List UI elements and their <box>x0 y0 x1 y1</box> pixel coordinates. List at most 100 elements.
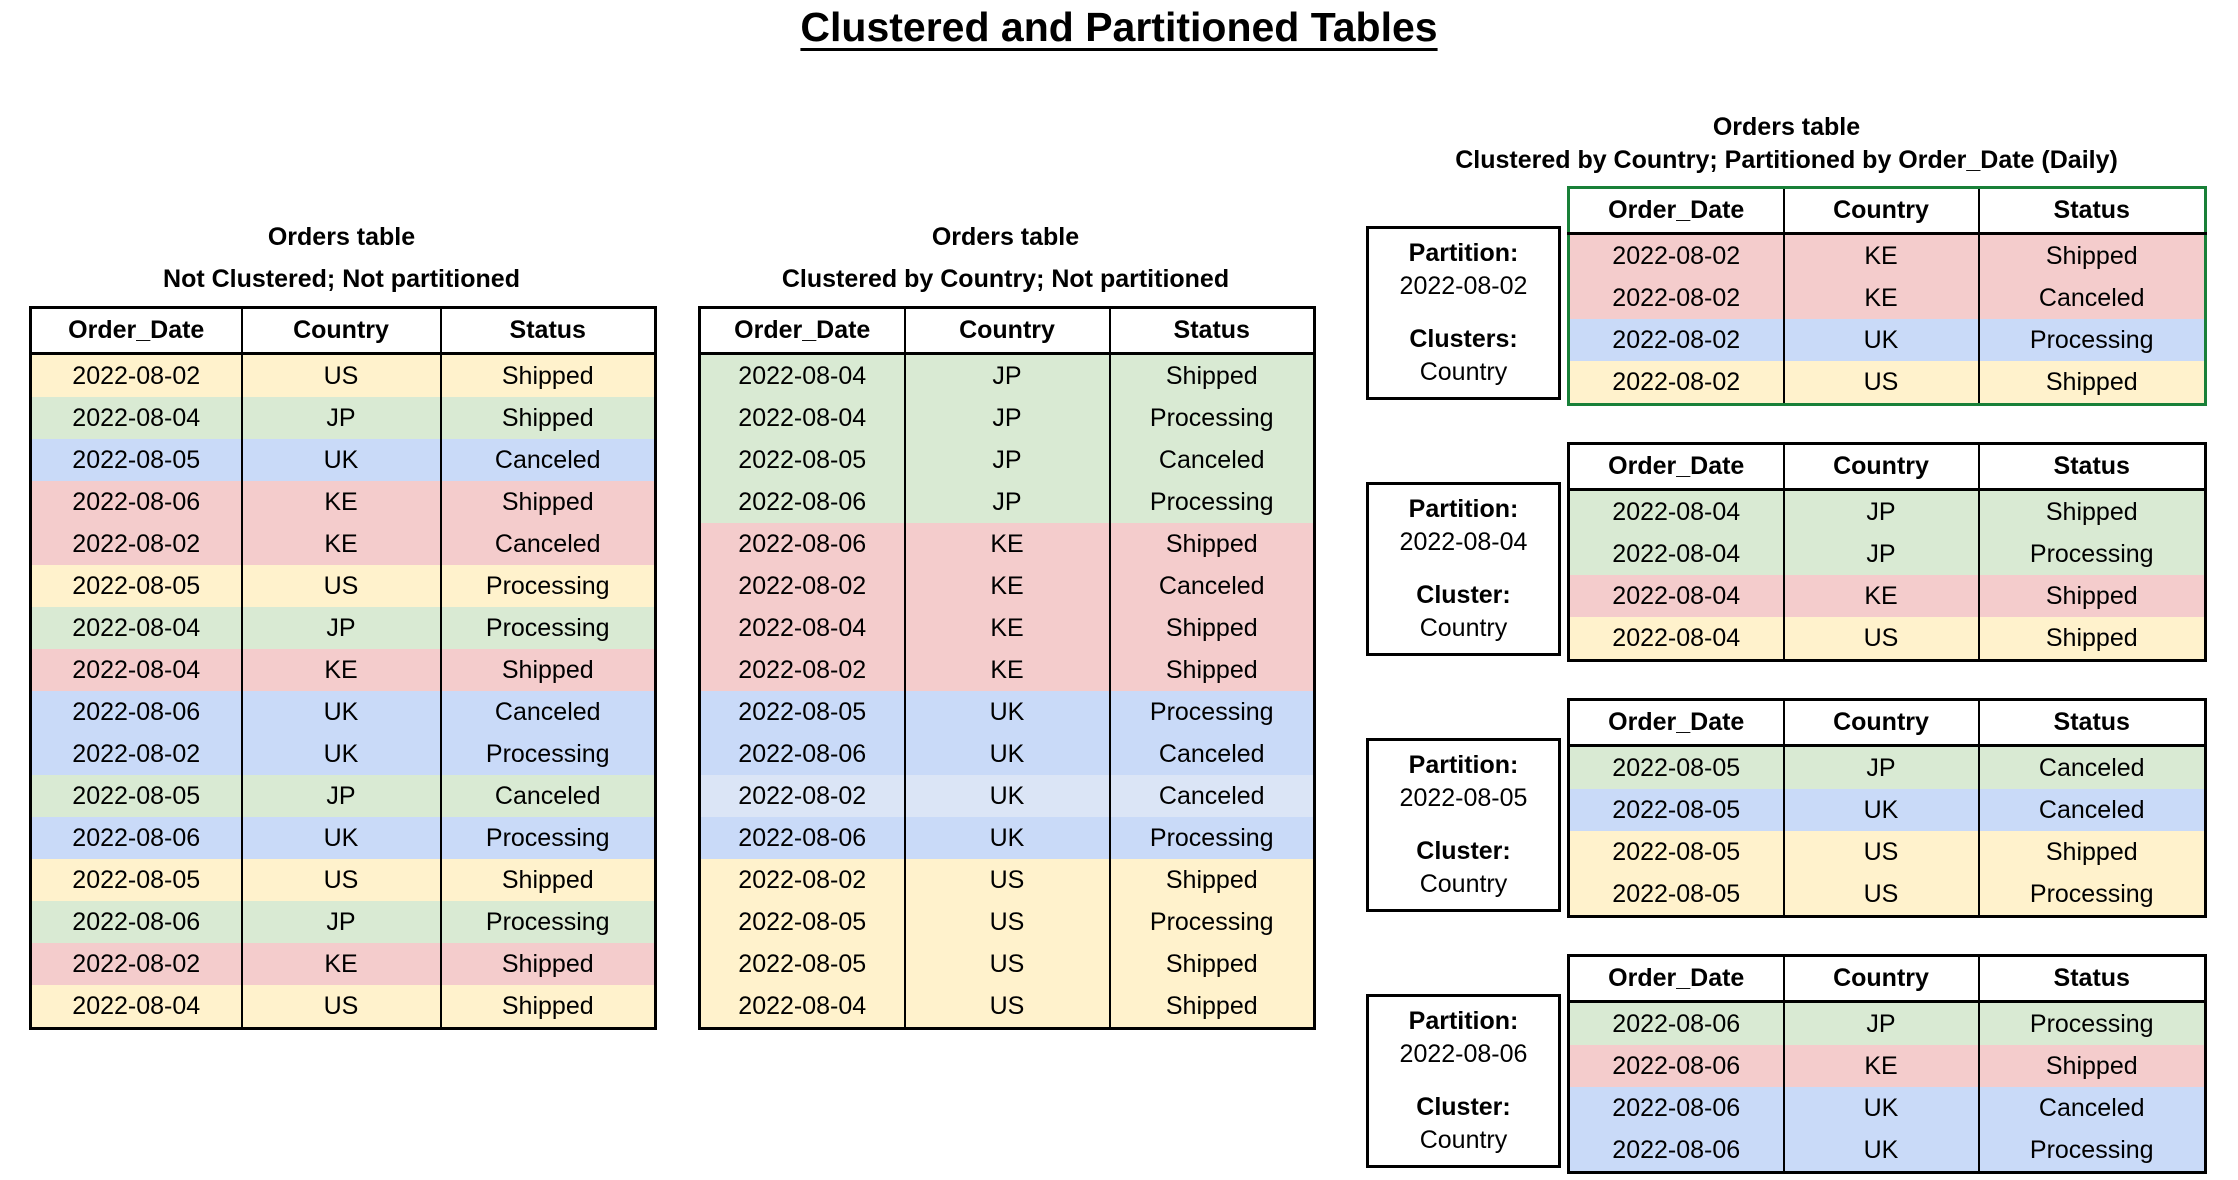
column-header-status: Status <box>1977 443 2207 491</box>
filter-icon[interactable] <box>2170 203 2194 219</box>
cell-country: KE <box>240 943 442 985</box>
column-header-status: Status <box>1977 955 2207 1003</box>
table-row: 2022-08-05 UK Canceled <box>29 439 657 481</box>
table-row: 2022-08-04 JP Shipped <box>698 353 1316 397</box>
cell-order-date: 2022-08-06 <box>698 817 906 859</box>
cell-country: JP <box>1782 533 1980 575</box>
partition-blocks: Partition: 2022-08-02 Clusters: Country … <box>1366 186 2207 1174</box>
partition-date: 2022-08-05 <box>1399 784 1528 812</box>
column-header-country: Country <box>903 307 1111 355</box>
table-row: 2022-08-05 US Shipped <box>698 943 1316 985</box>
table-row: 2022-08-06 UK Canceled <box>29 691 657 733</box>
cell-status: Shipped <box>1977 233 2207 277</box>
cell-order-date: 2022-08-05 <box>698 943 906 985</box>
table-row: 2022-08-06 JP Processing <box>29 901 657 943</box>
cell-status: Shipped <box>439 397 657 439</box>
cell-status: Processing <box>1108 901 1316 943</box>
table-row: 2022-08-06 KE Shipped <box>698 523 1316 565</box>
table-row: 2022-08-02 KE Canceled <box>698 565 1316 607</box>
cell-order-date: 2022-08-04 <box>698 353 906 397</box>
column-header-label: Order_Date <box>1608 196 1745 224</box>
cell-order-date: 2022-08-06 <box>698 733 906 775</box>
cell-order-date: 2022-08-06 <box>698 523 906 565</box>
partition-caption: Partition: <box>1408 751 1519 779</box>
cell-status: Canceled <box>439 439 657 481</box>
filter-icon[interactable] <box>1749 203 1773 219</box>
cluster-value: Country <box>1419 358 1508 386</box>
partition-date: 2022-08-04 <box>1399 528 1528 556</box>
column-header-status: Status <box>1977 699 2207 747</box>
cell-order-date: 2022-08-04 <box>29 607 243 649</box>
table-row: 2022-08-02 KE Shipped <box>1567 233 2207 277</box>
clustered-orders-subtitle: Clustered by Country; Not partitioned <box>781 265 1230 293</box>
column-header-order-date: Order_Date <box>698 307 906 355</box>
cell-status: Shipped <box>1977 831 2207 873</box>
table-row: 2022-08-06 KE Shipped <box>1567 1045 2207 1087</box>
cell-country: JP <box>1782 745 1980 789</box>
table-row: 2022-08-04 KE Shipped <box>29 649 657 691</box>
cell-order-date: 2022-08-02 <box>29 943 243 985</box>
cell-status: Canceled <box>1977 277 2207 319</box>
cell-country: KE <box>1782 233 1980 277</box>
header-row: Order_Date Country Status <box>29 307 657 355</box>
cell-order-date: 2022-08-02 <box>698 649 906 691</box>
cell-country: JP <box>903 439 1111 481</box>
cell-order-date: 2022-08-02 <box>1567 233 1785 277</box>
header-row: Order_Date Country Status <box>1567 955 2207 1003</box>
table-row: 2022-08-05 JP Canceled <box>29 775 657 817</box>
partition-block-2022-08-02: Partition: 2022-08-02 Clusters: Country … <box>1366 186 2207 406</box>
cell-status: Shipped <box>439 859 657 901</box>
cell-order-date: 2022-08-04 <box>1567 575 1785 617</box>
cell-status: Processing <box>1108 691 1316 733</box>
cell-country: US <box>903 943 1111 985</box>
cell-status: Shipped <box>439 985 657 1029</box>
cluster-caption: Cluster: <box>1416 1093 1511 1121</box>
cell-order-date: 2022-08-06 <box>1567 1087 1785 1129</box>
column-header-order-date: Order_Date <box>1567 187 1785 235</box>
column-header-country: Country <box>1782 955 1980 1003</box>
partition-label-box: Partition: 2022-08-05 Cluster: Country <box>1366 738 1561 912</box>
table-row: 2022-08-06 JP Processing <box>1567 1001 2207 1045</box>
cell-country: KE <box>1782 1045 1980 1087</box>
table-row: 2022-08-02 UK Canceled <box>698 775 1316 817</box>
table-row: 2022-08-05 JP Canceled <box>1567 745 2207 789</box>
filter-icon[interactable] <box>1944 203 1968 219</box>
cell-country: KE <box>1782 575 1980 617</box>
cell-order-date: 2022-08-06 <box>29 691 243 733</box>
table-row: 2022-08-06 UK Processing <box>29 817 657 859</box>
cell-order-date: 2022-08-04 <box>1567 533 1785 575</box>
cell-country: KE <box>903 565 1111 607</box>
cell-order-date: 2022-08-04 <box>698 607 906 649</box>
table-row: 2022-08-02 KE Canceled <box>1567 277 2207 319</box>
cell-status: Canceled <box>1977 789 2207 831</box>
table-row: 2022-08-06 UK Canceled <box>698 733 1316 775</box>
cell-order-date: 2022-08-02 <box>1567 361 1785 405</box>
cell-status: Processing <box>1108 397 1316 439</box>
table-row: 2022-08-02 US Shipped <box>29 353 657 397</box>
cell-country: JP <box>903 481 1111 523</box>
column-header-country: Country <box>1782 443 1980 491</box>
table-row: 2022-08-05 US Shipped <box>29 859 657 901</box>
cell-country: UK <box>240 691 442 733</box>
cell-order-date: 2022-08-05 <box>29 775 243 817</box>
table-row: 2022-08-06 UK Canceled <box>1567 1087 2207 1129</box>
cell-order-date: 2022-08-06 <box>1567 1001 1785 1045</box>
cell-status: Processing <box>439 565 657 607</box>
cell-order-date: 2022-08-05 <box>29 859 243 901</box>
cell-status: Shipped <box>1108 353 1316 397</box>
partition-orders-table-2022-08-04: Order_Date Country Status 2022-08-04 JP … <box>1567 442 2207 662</box>
cluster-value: Country <box>1419 1126 1508 1154</box>
cell-status: Canceled <box>439 523 657 565</box>
table-row: 2022-08-05 US Processing <box>698 901 1316 943</box>
cell-country: KE <box>903 649 1111 691</box>
cell-status: Processing <box>1977 1001 2207 1045</box>
cell-status: Canceled <box>1977 745 2207 789</box>
table-row: 2022-08-04 US Shipped <box>29 985 657 1029</box>
cell-order-date: 2022-08-02 <box>29 353 243 397</box>
cell-order-date: 2022-08-06 <box>29 481 243 523</box>
cell-status: Shipped <box>1977 361 2207 405</box>
cluster-caption: Cluster: <box>1416 837 1511 865</box>
cell-status: Processing <box>1977 873 2207 917</box>
cell-status: Processing <box>1977 319 2207 361</box>
column-header-label: Status <box>2053 196 2130 224</box>
